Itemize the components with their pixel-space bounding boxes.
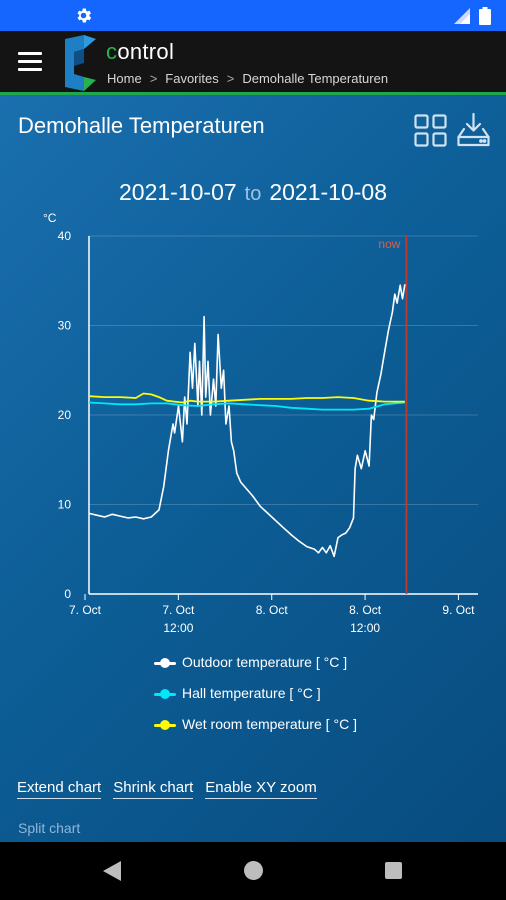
download-icon[interactable] — [457, 112, 490, 148]
signal-icon — [454, 8, 470, 24]
y-tick-label: 30 — [58, 319, 72, 333]
page-title: Demohalle Temperaturen — [18, 113, 265, 138]
y-tick-label: 20 — [58, 408, 72, 422]
breadcrumb-home[interactable]: Home — [107, 71, 142, 86]
legend-item[interactable]: Wet room temperature [ °C ] — [154, 709, 357, 740]
series-line-wet-room — [88, 392, 405, 404]
x-tick-label: 7. Oct — [162, 603, 195, 617]
chevron-right-icon: > — [226, 71, 235, 86]
date-range: 2021-10-07 to 2021-10-08 — [0, 179, 506, 206]
legend-item[interactable]: Hall temperature [ °C ] — [154, 678, 357, 709]
breadcrumb-current: Demohalle Temperaturen — [242, 71, 389, 86]
legend-marker — [154, 718, 176, 732]
y-tick-label: 40 — [58, 229, 72, 243]
date-to[interactable]: 2021-10-08 — [269, 179, 387, 205]
app-name: control — [106, 39, 175, 64]
hamburger-menu-icon[interactable] — [18, 52, 42, 72]
status-bar — [0, 0, 506, 31]
date-to-label: to — [244, 183, 262, 205]
legend-marker — [154, 687, 176, 701]
series-line-outdoor — [88, 284, 406, 558]
temperature-chart[interactable]: 0 10 20 30 40°C 7. Oct 7. Oct 12:00 8. Oct 8. Oct… — [0, 201, 506, 641]
app-bar: control Home > Favorites > Demohalle Tempera… — [0, 31, 506, 95]
legend-item[interactable]: Outdoor temperature [ °C ] — [154, 647, 357, 678]
breadcrumb-favorites[interactable]: Favorites — [165, 71, 219, 86]
split-chart-button[interactable]: Split chart — [18, 820, 81, 836]
system-nav-bar — [0, 842, 506, 900]
gear-icon — [77, 8, 92, 23]
main-content: Demohalle Temperaturen 2021-10-07 to 2021-… — [0, 95, 506, 842]
date-from[interactable]: 2021-10-07 — [119, 179, 237, 205]
shrink-chart-button[interactable]: Shrink chart — [113, 779, 194, 799]
y-tick-label: 10 — [58, 498, 72, 512]
chart-actions: Extend chart Shrink chart Enable XY zoom — [17, 779, 317, 799]
x-tick-sublabel: 12:00 — [163, 621, 193, 635]
chevron-right-icon: > — [149, 71, 158, 86]
x-tick-label: 9. Oct — [442, 603, 475, 617]
x-tick-label: 7. Oct — [69, 603, 102, 617]
x-tick-label: 8. Oct — [349, 603, 382, 617]
x-tick-sublabel: 12:00 — [350, 621, 380, 635]
legend-label: Wet room temperature [ °C ] — [182, 716, 357, 732]
grid-view-icon[interactable] — [414, 114, 447, 147]
series-line-hall — [88, 401, 405, 411]
home-icon[interactable] — [244, 861, 263, 880]
enable-xy-zoom-button[interactable]: Enable XY zoom — [205, 779, 317, 799]
back-icon[interactable] — [103, 861, 121, 881]
x-tick-label: 8. Oct — [256, 603, 289, 617]
battery-icon — [479, 7, 491, 25]
legend-marker — [154, 656, 176, 670]
y-tick-label: 0 — [64, 587, 71, 601]
app-logo — [65, 35, 96, 91]
appbar-accent-line — [0, 92, 506, 95]
chart-legend: Outdoor temperature [ °C ] Hall temperatu… — [154, 647, 357, 740]
breadcrumb: Home > Favorites > Demohalle Temperaturen — [107, 71, 388, 86]
extend-chart-button[interactable]: Extend chart — [17, 779, 102, 799]
recent-apps-icon[interactable] — [385, 862, 402, 879]
now-marker-label: now — [378, 237, 400, 251]
legend-label: Hall temperature [ °C ] — [182, 685, 321, 701]
legend-label: Outdoor temperature [ °C ] — [182, 654, 348, 670]
y-unit-label: °C — [43, 211, 57, 225]
